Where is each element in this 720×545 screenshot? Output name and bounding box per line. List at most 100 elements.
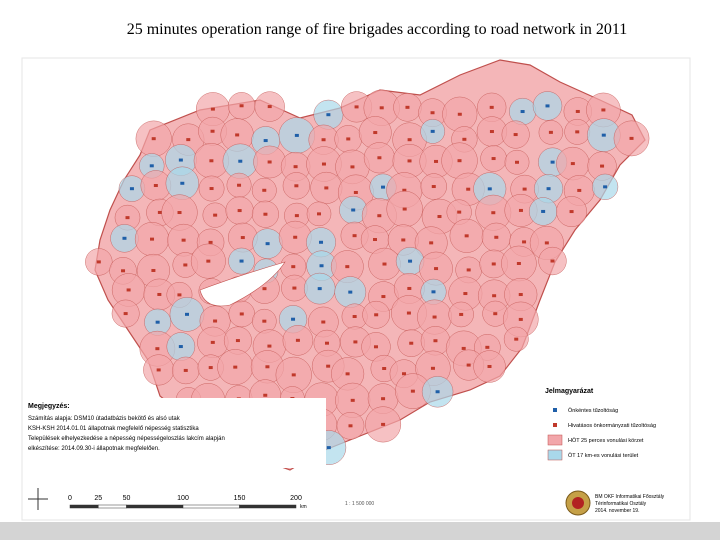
- scale-ratio: 1 : 1 500 000: [345, 501, 374, 507]
- station-icon: [434, 267, 439, 271]
- legend-swatch: [547, 434, 563, 446]
- station-icon: [381, 397, 386, 401]
- station-icon: [464, 234, 469, 238]
- north-arrow: [28, 488, 48, 510]
- station-icon: [569, 210, 574, 214]
- station-icon: [373, 238, 378, 242]
- station-icon: [239, 312, 244, 316]
- station-icon: [150, 237, 155, 241]
- legend-label: Önkéntes tűzoltóság: [568, 407, 618, 414]
- station-icon: [518, 317, 523, 321]
- station-icon: [601, 133, 606, 137]
- scale-segment: [98, 504, 127, 509]
- note-title: Megjegyzés:: [28, 403, 70, 410]
- station-icon: [351, 208, 356, 212]
- station-icon: [402, 188, 407, 192]
- station-icon: [317, 212, 322, 216]
- station-icon: [186, 138, 191, 142]
- station-icon: [317, 287, 322, 291]
- station-icon: [374, 313, 379, 317]
- station-icon: [432, 315, 437, 319]
- station-icon: [262, 188, 267, 192]
- legend-label: ÖT 17 km-es vonulási terület: [568, 452, 639, 459]
- station-icon: [184, 312, 189, 316]
- logo-center: [572, 497, 584, 509]
- note-line: KSH-KSH 2014.01.01 állapotnak megfelelő …: [28, 426, 199, 432]
- station-icon: [570, 162, 575, 166]
- station-icon: [382, 366, 387, 370]
- station-icon: [513, 133, 518, 137]
- station-icon: [263, 393, 268, 397]
- scale-segment: [69, 504, 99, 509]
- station-icon: [516, 261, 521, 265]
- station-icon: [267, 160, 272, 164]
- station-icon: [381, 422, 386, 426]
- station-icon: [180, 181, 185, 185]
- station-icon: [520, 110, 525, 114]
- station-icon: [238, 159, 243, 163]
- station-icon: [546, 187, 551, 191]
- station-icon: [514, 337, 519, 341]
- station-icon: [319, 264, 324, 268]
- station-icon: [491, 157, 496, 161]
- station-icon: [492, 294, 497, 298]
- note-line: Települések elhelyezkedése a népesség né…: [28, 436, 225, 442]
- station-icon: [577, 188, 582, 192]
- station-icon: [466, 187, 471, 191]
- station-icon: [548, 130, 553, 134]
- station-icon: [149, 164, 154, 168]
- scale-segment: [182, 504, 240, 509]
- station-icon: [485, 345, 490, 349]
- legend: Jelmagyarázat Önkéntes tűzoltóság Hivatás…: [543, 380, 689, 470]
- station-icon: [291, 317, 296, 321]
- station-icon: [434, 159, 439, 163]
- note-lines: Számítás alapja: DSM10 útadatbázis beköt…: [28, 416, 225, 452]
- station-icon: [373, 131, 378, 135]
- station-icon: [354, 105, 359, 109]
- credit-line: 2014. november 19.: [595, 508, 639, 514]
- station-icon: [239, 104, 244, 108]
- station-icon: [213, 213, 218, 217]
- station-icon: [410, 389, 415, 393]
- station-icon: [153, 184, 158, 188]
- station-icon: [155, 320, 160, 324]
- station-icon: [487, 364, 492, 368]
- station-icon: [381, 185, 386, 189]
- legend-swatch: [547, 449, 563, 461]
- title: 25 minutes operation range of fire briga…: [127, 21, 628, 38]
- legend-items: Önkéntes tűzoltóság Hivatásos önkormányza…: [547, 407, 656, 461]
- station-icon: [407, 286, 412, 290]
- station-icon: [377, 214, 382, 218]
- note-background: [26, 398, 326, 468]
- scale-label: 200: [290, 495, 302, 502]
- station-icon: [522, 187, 527, 191]
- station-icon: [206, 259, 211, 263]
- station-icon: [209, 187, 214, 191]
- station-icon: [181, 238, 186, 242]
- note-box: Megjegyzés: Számítás alapja: DSM10 útada…: [26, 398, 326, 468]
- legend-label: Hivatásos önkormányzati tűzoltóság: [568, 423, 656, 429]
- station-icon: [123, 312, 128, 316]
- scale-label: 100: [177, 495, 189, 502]
- note-line: Számítás alapja: DSM10 útadatbázis beköt…: [28, 416, 181, 422]
- station-icon: [295, 338, 300, 342]
- station-icon: [350, 398, 355, 402]
- station-icon: [294, 133, 299, 137]
- station-icon: [129, 187, 134, 191]
- station-icon: [407, 159, 412, 163]
- scale-unit: km: [300, 504, 307, 510]
- station-icon: [324, 186, 329, 190]
- station-icon: [122, 236, 127, 240]
- station-icon: [291, 265, 296, 269]
- station-icon: [405, 105, 410, 109]
- station-icon: [183, 263, 188, 267]
- station-icon: [491, 211, 496, 215]
- station-icon: [466, 363, 471, 367]
- station-icon: [293, 235, 298, 239]
- station-icon: [326, 446, 331, 450]
- legend-background: [543, 380, 689, 470]
- credit-line: BM OKF Informatikai Főosztály: [595, 494, 665, 500]
- station-icon: [345, 372, 350, 376]
- station-icon: [240, 236, 245, 240]
- station-icon: [409, 341, 414, 345]
